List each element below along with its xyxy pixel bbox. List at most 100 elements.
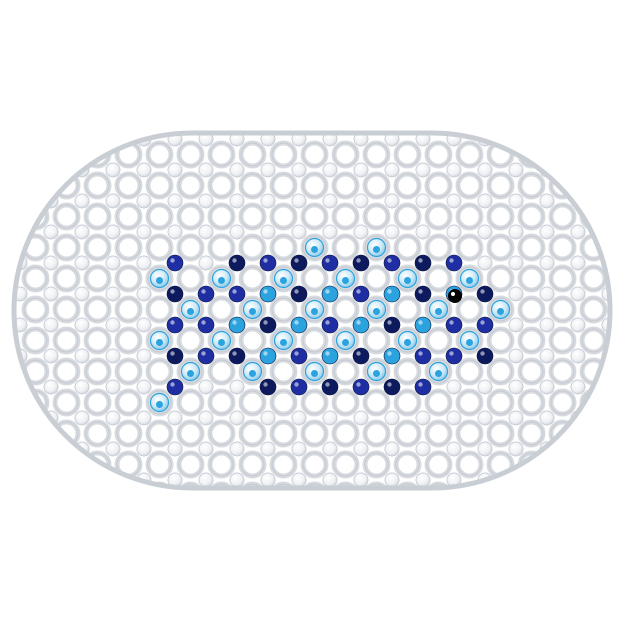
fish-pale-bead-core <box>156 339 163 346</box>
fish-bead-shine <box>356 258 361 263</box>
lattice-ring-edge <box>271 452 296 477</box>
lattice-ring-edge <box>426 390 451 415</box>
fish-bead-shine <box>418 351 423 356</box>
lattice-ring-edge <box>364 235 389 260</box>
lattice-ring-edge <box>85 359 110 384</box>
lattice-ring-edge <box>364 204 389 229</box>
lattice-ring-edge <box>613 143 620 166</box>
fish-bead <box>197 347 215 365</box>
lattice-ring-edge <box>457 266 482 291</box>
lattice-ring-edge <box>271 235 296 260</box>
clear-bead <box>508 224 524 240</box>
lattice-ring-edge <box>613 484 620 507</box>
lattice-ring-edge <box>395 173 420 198</box>
lattice-ring-edge <box>395 204 420 229</box>
clear-bead <box>291 441 307 457</box>
lattice-ring-edge <box>395 359 420 384</box>
clear-bead <box>601 162 610 178</box>
lattice-ring-edge <box>426 204 451 229</box>
fish-pale-bead-core <box>311 370 318 377</box>
lattice-ring-edge <box>240 390 265 415</box>
clear-bead <box>136 348 152 364</box>
lattice-ring-edge <box>240 483 265 488</box>
clear-bead <box>229 410 245 426</box>
lattice-ring <box>21 450 50 479</box>
lattice-ring-edge <box>457 390 482 415</box>
lattice-ring <box>613 360 620 383</box>
clear-bead <box>229 193 245 209</box>
fish-bead-shine <box>418 258 423 263</box>
lattice-ring-edge <box>333 328 358 353</box>
lattice-ring-edge <box>519 359 544 384</box>
lattice-ring-edge <box>178 297 203 322</box>
clear-bead <box>14 133 28 147</box>
lattice-ring-edge <box>240 359 265 384</box>
lattice-ring-edge <box>333 235 358 260</box>
lattice-ring-edge <box>581 142 606 167</box>
fish-bead <box>352 347 370 365</box>
clear-bead <box>137 504 151 518</box>
clear-bead <box>136 379 152 395</box>
lattice-ring <box>613 298 620 321</box>
lattice-ring-edge <box>178 421 203 446</box>
clear-bead <box>198 410 214 426</box>
clear-bead <box>508 162 524 178</box>
lattice-ring-edge <box>519 297 544 322</box>
clear-bead <box>136 162 152 178</box>
fish-bead-shine <box>263 289 268 294</box>
fish-bead-shine <box>294 258 299 263</box>
lattice-ring <box>579 140 608 169</box>
lattice-ring-edge <box>488 421 513 446</box>
lattice-ring-edge <box>85 390 110 415</box>
fish-bead-shine <box>387 258 392 263</box>
clear-bead <box>446 193 462 209</box>
fish-bead <box>352 254 370 272</box>
clear-bead <box>322 410 338 426</box>
clear-bead <box>136 193 152 209</box>
lattice-ring-edge <box>550 266 575 291</box>
lattice-ring-edge <box>54 452 79 477</box>
clear-bead <box>416 504 430 518</box>
lattice-ring-edge <box>457 142 482 167</box>
lattice-ring-edge <box>271 359 296 384</box>
lattice-ring <box>613 391 620 414</box>
lattice-ring-edge <box>488 359 513 384</box>
lattice-ring-edge <box>613 205 620 228</box>
lattice-ring-edge <box>581 328 606 353</box>
clear-bead <box>384 193 400 209</box>
fish-bead <box>259 285 277 303</box>
fish-bead <box>166 378 184 396</box>
fish-pale-bead-core <box>218 339 225 346</box>
lattice-ring-edge <box>395 328 420 353</box>
clear-bead <box>539 133 555 147</box>
clear-bead <box>14 441 28 457</box>
clear-bead <box>260 410 276 426</box>
clear-bead <box>105 162 121 178</box>
clear-bead <box>74 193 90 209</box>
lattice-ring-edge <box>581 421 606 446</box>
lattice-ring-edge <box>302 142 327 167</box>
clear-bead <box>136 317 152 333</box>
clear-bead <box>385 504 399 518</box>
lattice-ring-edge <box>116 359 141 384</box>
clear-bead <box>539 317 555 333</box>
clear-bead <box>354 504 368 518</box>
fish-bead <box>290 347 308 365</box>
fish-pale-bead-core <box>249 308 256 315</box>
clear-bead <box>508 133 524 147</box>
clear-bead <box>14 193 28 209</box>
fish-pale-bead-core <box>187 308 194 315</box>
clear-bead <box>14 410 28 426</box>
lattice-ring-edge <box>54 266 79 291</box>
lattice-ring <box>517 481 546 488</box>
fish-pattern <box>149 237 511 413</box>
clear-bead <box>136 286 152 302</box>
lattice-ring-edge <box>240 297 265 322</box>
clear-bead <box>74 133 90 147</box>
fish-bead <box>445 254 463 272</box>
lattice-ring-edge <box>550 173 575 198</box>
clear-bead <box>384 224 400 240</box>
fish-bead <box>383 254 401 272</box>
clear-bead <box>570 286 586 302</box>
clear-bead <box>508 472 524 488</box>
